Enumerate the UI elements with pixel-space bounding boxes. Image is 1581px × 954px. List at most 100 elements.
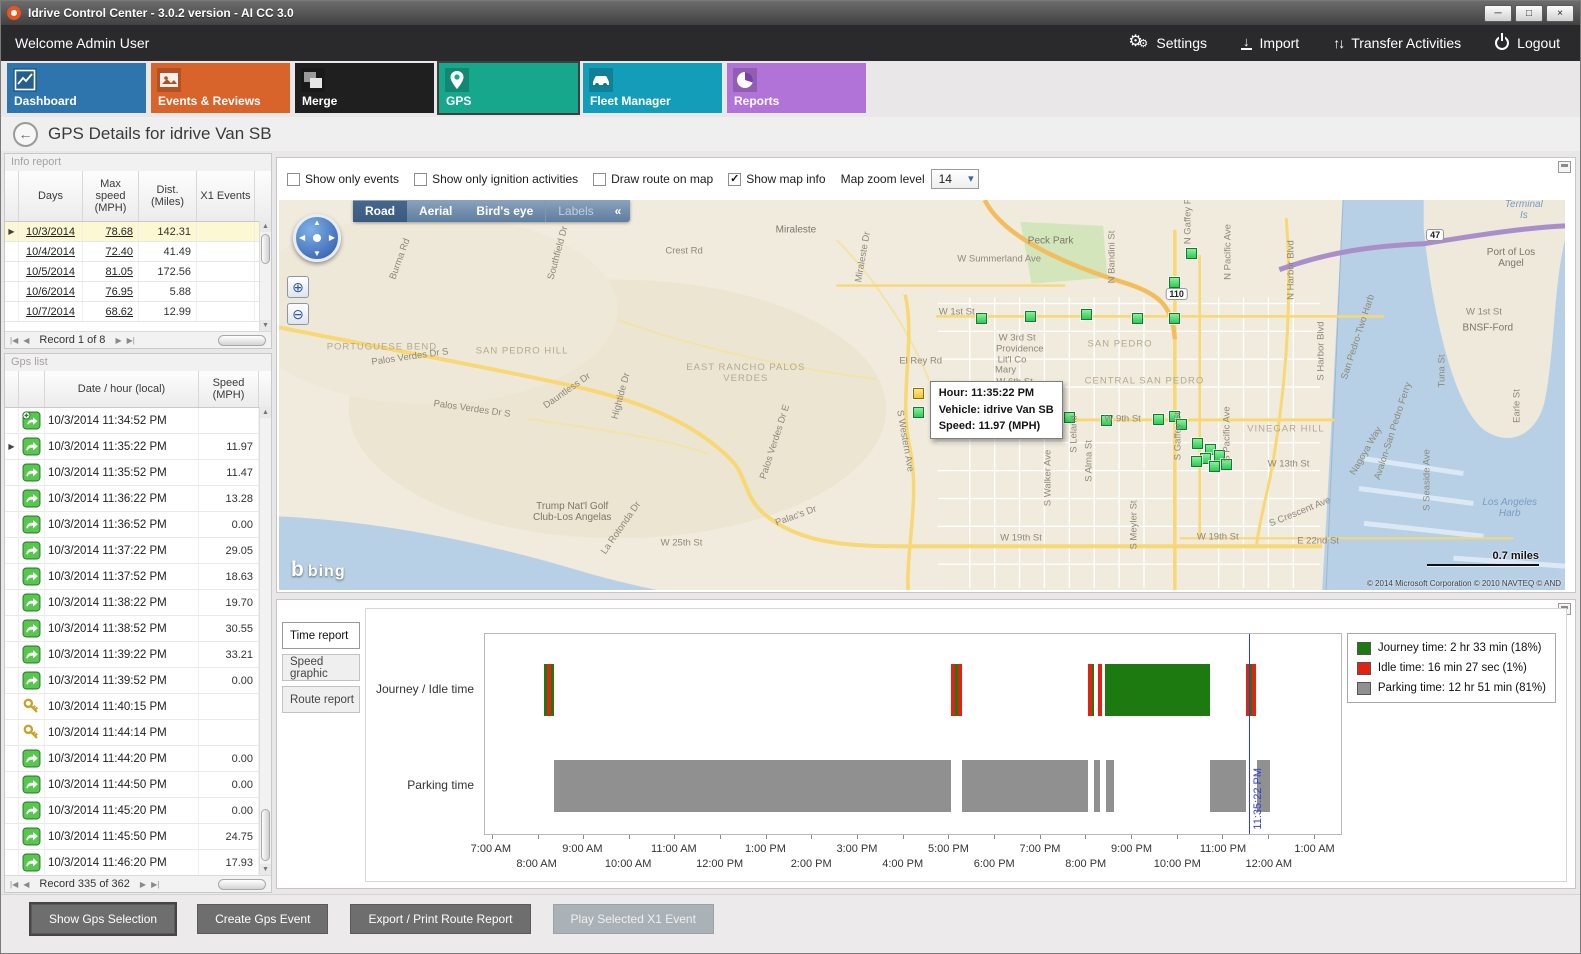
- maximize-button[interactable]: □: [1515, 4, 1543, 22]
- show-gps-selection-button[interactable]: Show Gps Selection: [31, 904, 176, 934]
- checkbox-show-map-info[interactable]: ✓ Show map info: [728, 172, 826, 186]
- gps-marker-green[interactable]: [1152, 413, 1164, 425]
- close-button[interactable]: ×: [1546, 4, 1574, 22]
- days-cell[interactable]: 10/6/2014: [19, 282, 83, 301]
- pager-last-button[interactable]: ▶|: [151, 879, 160, 889]
- gps-table-row[interactable]: 10/3/2014 11:44:14 PM: [5, 720, 271, 746]
- gps-marker-green[interactable]: [976, 312, 988, 324]
- tab-fleet-manager[interactable]: Fleet Manager: [583, 63, 722, 113]
- info-grid-scrollbar[interactable]: ▲ ▼: [259, 221, 271, 331]
- header-cell-dist-miles[interactable]: Dist. (Miles): [139, 171, 197, 221]
- gps-table-row[interactable]: 10/3/2014 11:46:20 PM 17.93: [5, 850, 271, 875]
- gps-marker-green[interactable]: [1175, 419, 1187, 431]
- max-speed-cell[interactable]: 81.05: [83, 262, 139, 281]
- map-zoom-select[interactable]: 14: [930, 169, 979, 189]
- tab-merge[interactable]: Merge: [295, 63, 434, 113]
- header-cell-date-hour-local[interactable]: Date / hour (local): [45, 371, 199, 407]
- gps-table-row[interactable]: 10/3/2014 11:35:52 PM 11.47: [5, 460, 271, 486]
- gps-marker-green[interactable]: [1169, 312, 1181, 324]
- max-speed-cell[interactable]: 72.40: [83, 242, 139, 261]
- pager-next-button[interactable]: ▶: [115, 335, 122, 345]
- settings-button[interactable]: ⚙ ⚙ Settings: [1128, 33, 1207, 52]
- checkbox-show-only-ignition-activities[interactable]: Show only ignition activities: [414, 172, 578, 186]
- scroll-down-icon[interactable]: ▼: [260, 320, 271, 331]
- scroll-down-icon[interactable]: ▼: [260, 864, 271, 875]
- days-cell[interactable]: 10/3/2014: [19, 222, 83, 241]
- map-style-tab-labels[interactable]: Labels: [545, 200, 605, 222]
- gps-table-row[interactable]: 10/3/2014 11:44:50 PM 0.00: [5, 772, 271, 798]
- map-style-tab-bird-s-eye[interactable]: Bird's eye: [476, 203, 534, 218]
- info-table-row[interactable]: ▶ 10/3/2014 78.68 142.31: [5, 222, 271, 242]
- scroll-up-icon[interactable]: ▲: [260, 407, 271, 418]
- back-button[interactable]: ←: [13, 121, 38, 147]
- gps-table-row[interactable]: 10/3/2014 11:37:52 PM 18.63: [5, 564, 271, 590]
- gps-table-row[interactable]: 10/3/2014 11:34:52 PM: [5, 408, 271, 434]
- pager-first-button[interactable]: |◀: [10, 879, 19, 889]
- tab-events-reviews[interactable]: Events & Reviews: [151, 63, 290, 113]
- transfer-activities-button[interactable]: ↑↓ Transfer Activities: [1333, 35, 1461, 51]
- gps-marker-yellow[interactable]: [913, 387, 925, 399]
- pager-prev-button[interactable]: ◀: [23, 879, 30, 889]
- gps-table-row[interactable]: 10/3/2014 11:36:52 PM 0.00: [5, 512, 271, 538]
- scrollbar-thumb[interactable]: [261, 809, 270, 861]
- tab-reports[interactable]: Reports: [727, 63, 866, 113]
- gps-grid-scrollbar[interactable]: ▲ ▼: [259, 407, 271, 875]
- gps-marker-green[interactable]: [1025, 311, 1037, 323]
- header-cell-speed-mph[interactable]: Speed (MPH): [199, 371, 259, 407]
- gps-table-row[interactable]: 10/3/2014 11:39:22 PM 33.21: [5, 642, 271, 668]
- gps-marker-green[interactable]: [1192, 437, 1204, 449]
- map-style-tab-road[interactable]: Road: [353, 200, 407, 222]
- days-cell[interactable]: 10/4/2014: [19, 242, 83, 261]
- map-bar-collapse-button[interactable]: «: [614, 203, 622, 218]
- info-table-row[interactable]: 10/6/2014 76.95 5.88: [5, 282, 271, 302]
- gps-table-row[interactable]: ▶ 10/3/2014 11:35:22 PM 11.97: [5, 434, 271, 460]
- gps-table-row[interactable]: 10/3/2014 11:44:20 PM 0.00: [5, 746, 271, 772]
- export-print-route-report-button[interactable]: Export / Print Route Report: [350, 904, 531, 934]
- gps-table-row[interactable]: 10/3/2014 11:45:20 PM 0.00: [5, 798, 271, 824]
- checkbox-show-only-events[interactable]: Show only events: [287, 172, 399, 186]
- gps-table-row[interactable]: 10/3/2014 11:38:22 PM 19.70: [5, 590, 271, 616]
- days-cell[interactable]: 10/7/2014: [19, 302, 83, 321]
- scrollbar-thumb[interactable]: [261, 234, 270, 264]
- scroll-up-icon[interactable]: ▲: [260, 221, 271, 232]
- gps-table-row[interactable]: 10/3/2014 11:39:52 PM 0.00: [5, 668, 271, 694]
- gps-table-row[interactable]: 10/3/2014 11:37:22 PM 29.05: [5, 538, 271, 564]
- header-cell-x1-events[interactable]: X1 Events: [197, 171, 255, 221]
- report-tab-route-report[interactable]: Route report: [282, 686, 360, 713]
- map-compass-control[interactable]: ▲ ▼ ◀ ▶: [293, 214, 341, 262]
- gps-marker-green[interactable]: [1080, 309, 1092, 321]
- max-speed-cell[interactable]: 78.68: [83, 222, 139, 241]
- map-canvas[interactable]: Road Aerial Bird's eye Labels « ▲ ▼ ◀ ▶ ⊕ ⊖ …: [279, 200, 1565, 590]
- collapse-map-panel-button[interactable]: [1558, 161, 1571, 173]
- header-cell-max-speed-mph[interactable]: Max speed (MPH): [83, 171, 139, 221]
- max-speed-cell[interactable]: 76.95: [83, 282, 139, 301]
- gps-marker-green[interactable]: [1101, 414, 1113, 426]
- import-button[interactable]: ↓ Import: [1241, 35, 1299, 51]
- chart-plot-area[interactable]: 11:35:22 PM: [484, 633, 1342, 839]
- pager-next-button[interactable]: ▶: [139, 879, 147, 889]
- info-table-row[interactable]: 10/7/2014 68.62 12.99: [5, 302, 271, 322]
- pager-prev-button[interactable]: ◀: [23, 335, 30, 345]
- pager-scrollbar-thumb[interactable]: [218, 334, 266, 346]
- minimize-button[interactable]: ─: [1484, 4, 1512, 22]
- report-tab-time-report[interactable]: Time report: [282, 622, 360, 649]
- zoom-out-button[interactable]: ⊖: [287, 303, 309, 325]
- max-speed-cell[interactable]: 68.62: [83, 302, 139, 321]
- pager-scrollbar-thumb[interactable]: [218, 878, 266, 890]
- gps-marker-green[interactable]: [1063, 412, 1075, 423]
- gps-marker-green[interactable]: [1191, 455, 1203, 467]
- map-style-tab-aerial[interactable]: Aerial: [419, 203, 453, 218]
- create-gps-event-button[interactable]: Create Gps Event: [197, 904, 329, 934]
- checkbox-draw-route-on-map[interactable]: Draw route on map: [593, 172, 713, 186]
- info-table-row[interactable]: 10/5/2014 81.05 172.56: [5, 262, 271, 282]
- logout-button[interactable]: Logout: [1495, 33, 1560, 51]
- time-cursor-line[interactable]: [1249, 634, 1251, 834]
- gps-table-row[interactable]: 10/3/2014 11:45:50 PM 24.75: [5, 824, 271, 850]
- gps-marker-green[interactable]: [1186, 247, 1198, 259]
- pager-last-button[interactable]: ▶|: [126, 335, 135, 345]
- pager-first-button[interactable]: |◀: [10, 335, 19, 345]
- info-table-row[interactable]: 10/4/2014 72.40 41.49: [5, 242, 271, 262]
- report-tab-speed-graphic[interactable]: Speed graphic: [282, 654, 360, 681]
- gps-table-row[interactable]: 10/3/2014 11:36:22 PM 13.28: [5, 486, 271, 512]
- gps-marker-green[interactable]: [1214, 449, 1226, 461]
